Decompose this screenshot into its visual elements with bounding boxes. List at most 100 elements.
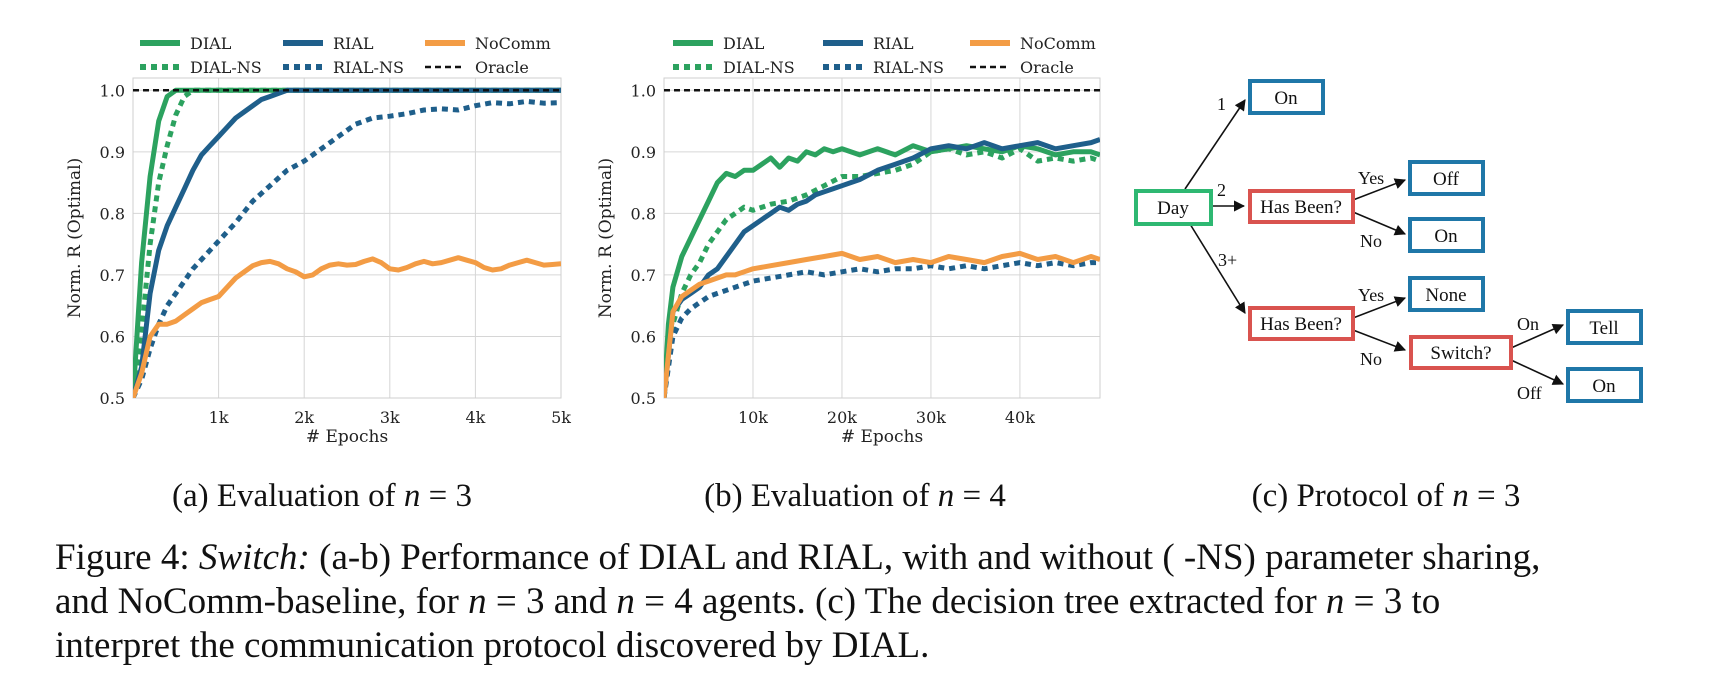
caption-title: Switch: <box>198 537 310 578</box>
y-tick-label: 0.8 <box>631 204 656 223</box>
y-tick-label: 0.7 <box>100 266 125 285</box>
legend-label-dial: DIAL <box>190 34 232 53</box>
edge-label-3plus: 3+ <box>1218 250 1237 270</box>
node-none-label: None <box>1425 285 1466 306</box>
legend-label-oracle: Oracle <box>1020 58 1074 77</box>
y-tick-label: 0.7 <box>631 266 656 285</box>
edge-label-hb2-no: No <box>1360 349 1382 369</box>
node-switch-label: Switch? <box>1430 343 1491 364</box>
node-off-box <box>1408 160 1485 196</box>
legend-label-dial-ns: DIAL-NS <box>723 58 795 77</box>
node-on-top-box <box>1248 79 1325 115</box>
node-has-been-1-box <box>1248 189 1355 224</box>
edge-label-sw-off: Off <box>1517 383 1542 403</box>
node-switch-box <box>1409 335 1513 370</box>
edge-hb1-off <box>1352 178 1407 201</box>
x-tick-label: 4k <box>465 408 485 427</box>
legend-label-rial: RIAL <box>873 34 914 53</box>
x-tick-label: 30k <box>916 408 946 427</box>
subcaption-b: (b) Evaluation of n = 4 <box>704 478 1006 514</box>
legend-label-dial-ns: DIAL-NS <box>190 58 262 77</box>
series-line-dial <box>664 143 1100 398</box>
node-has-been-2-box <box>1248 306 1355 341</box>
edge-label-hb2-yes: Yes <box>1358 285 1384 305</box>
x-tick-label: 40k <box>1005 408 1035 427</box>
x-tick-label: 1k <box>209 408 229 427</box>
edge-label-sw-on: On <box>1517 314 1539 334</box>
y-tick-label: 0.5 <box>631 389 656 408</box>
plot-frame <box>132 77 562 399</box>
y-axis-title: Norm. R (Optimal) <box>65 158 85 318</box>
edge-hb2-none <box>1352 296 1407 319</box>
series-group <box>133 87 561 398</box>
x-axis-title: # Epochs <box>841 427 923 447</box>
series-line-rial-ns <box>133 98 561 398</box>
y-tick-label: 0.6 <box>100 327 125 346</box>
legend-label-rial-ns: RIAL-NS <box>333 58 404 77</box>
legend-label-rial: RIAL <box>333 34 374 53</box>
edge-label-1: 1 <box>1217 94 1226 114</box>
edge-label-2: 2 <box>1217 180 1226 200</box>
chart-b: 10k 20k 30k 40k 0.5 0.6 0.7 0.8 0.9 1.0 # Epochs No… <box>596 77 1101 447</box>
edge-hb1-on <box>1352 211 1407 236</box>
node-has-been-2-label: Has Been? <box>1260 314 1342 335</box>
y-tick-label: 0.9 <box>100 143 125 162</box>
edge-day-on <box>1184 99 1246 190</box>
y-tick-label: 0.8 <box>100 204 125 223</box>
protocol-tree: 1 2 3+ Yes No Yes No On Off Day On Has B… <box>1134 79 1643 403</box>
legend-label-oracle: Oracle <box>475 58 529 77</box>
x-tick-label: 3k <box>380 408 400 427</box>
legend-label-nocomm: NoComm <box>475 34 551 53</box>
caption-line-1: Figure 4: Switch: (a-b) Performance of D… <box>55 536 1695 580</box>
edge-switch-on <box>1510 359 1565 385</box>
y-tick-label: 1.0 <box>631 81 656 100</box>
node-tell-box <box>1566 309 1643 345</box>
edge-switch-tell <box>1510 323 1565 349</box>
y-axis-title: Norm. R (Optimal) <box>596 158 616 318</box>
series-line-dial-ns <box>664 146 1100 398</box>
node-day-label: Day <box>1157 198 1189 219</box>
series-line-nocomm <box>664 250 1100 398</box>
node-day-box <box>1134 189 1213 226</box>
edge-label-hb1-no: No <box>1360 231 1382 251</box>
subcaption-a: (a) Evaluation of n = 3 <box>172 478 472 514</box>
node-on-top-label: On <box>1274 88 1298 109</box>
caption-line-3: interpret the communication protocol dis… <box>55 625 930 666</box>
y-tick-label: 0.6 <box>631 327 656 346</box>
caption-line-2: and NoComm-baseline, for n = 3 and n = 4… <box>55 581 1441 622</box>
legend-label-rial-ns: RIAL-NS <box>873 58 944 77</box>
x-tick-label: 20k <box>827 408 857 427</box>
x-tick-label: 2k <box>294 408 314 427</box>
y-tick-label: 0.9 <box>631 143 656 162</box>
node-none-box <box>1408 276 1485 312</box>
series-line-nocomm <box>133 255 561 398</box>
legend-a: DIAL RIAL NoComm DIAL-NS RIAL-NS Oracle <box>140 34 551 77</box>
edge-label-hb1-yes: Yes <box>1358 168 1384 188</box>
x-axis-title: # Epochs <box>306 427 388 447</box>
series-group <box>664 89 1100 398</box>
node-has-been-1-label: Has Been? <box>1260 197 1342 218</box>
figure-canvas: 1k 2k 3k 4k 5k 0.5 0.6 0.7 0.8 0.9 1.0 # Epochs Norm… <box>65 34 1643 514</box>
series-line-rial-ns <box>664 260 1100 398</box>
series-line-dial <box>133 87 561 398</box>
edge-hb2-switch <box>1352 329 1407 352</box>
y-tick-label: 0.5 <box>100 389 125 408</box>
node-on-mid-label: On <box>1434 226 1458 247</box>
y-tick-label: 1.0 <box>100 81 125 100</box>
legend-label-nocomm: NoComm <box>1020 34 1096 53</box>
series-line-rial <box>133 87 561 398</box>
figure-caption: Figure 4: Switch: (a-b) Performance of D… <box>55 536 1695 668</box>
node-on-bottom-box <box>1566 367 1643 403</box>
legend-b: DIAL RIAL NoComm DIAL-NS RIAL-NS Oracle <box>673 34 1096 77</box>
plot-frame <box>663 77 1101 399</box>
series-line-rial <box>664 137 1100 398</box>
node-tell-label: Tell <box>1589 318 1618 339</box>
series-line-dial-ns <box>133 87 561 398</box>
caption-line1-rest: (a-b) Performance of DIAL and RIAL, with… <box>309 537 1541 578</box>
subcaption-c: (c) Protocol of n = 3 <box>1252 478 1521 514</box>
node-on-mid-box <box>1408 217 1485 253</box>
node-on-bottom-label: On <box>1592 376 1616 397</box>
chart-a: 1k 2k 3k 4k 5k 0.5 0.6 0.7 0.8 0.9 1.0 # Epochs Norm… <box>65 77 571 447</box>
x-tick-label: 5k <box>551 408 571 427</box>
node-off-label: Off <box>1433 169 1460 190</box>
